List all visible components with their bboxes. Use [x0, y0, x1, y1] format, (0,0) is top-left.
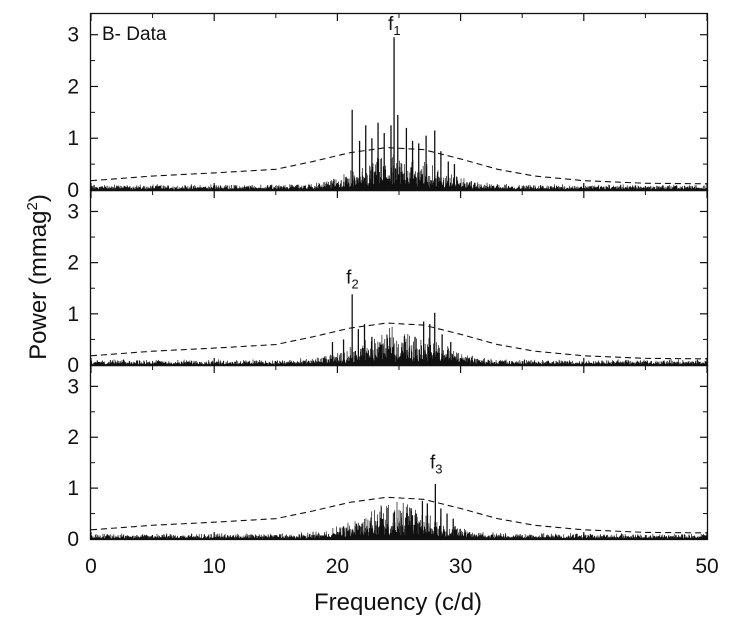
- panel-1-spectrum: [91, 153, 708, 190]
- series-layer: [90, 37, 708, 539]
- panel-1-significance-line: [90, 146, 708, 185]
- xtick-label: 0: [85, 555, 97, 578]
- panel-3-ytick-label: 1: [67, 477, 79, 500]
- xtick-label: 40: [572, 555, 595, 578]
- y-axis-title-sup: 2: [24, 202, 41, 210]
- ticks-layer: [90, 14, 708, 540]
- panel-2-ytick-label: 3: [67, 200, 79, 223]
- panel-3-frame: [89, 364, 709, 541]
- y-axis-title-close: ): [25, 194, 52, 202]
- peak-label-f3: f3: [430, 452, 443, 476]
- xtick-label: 50: [695, 555, 718, 578]
- panel-1-ytick-label: 1: [67, 127, 79, 150]
- panel-2-ytick-label: 2: [67, 252, 79, 275]
- panel-3-spectrum: [91, 501, 708, 539]
- panel-2-spectrum: [91, 326, 708, 365]
- panel-1-ytick-label: 2: [67, 75, 79, 98]
- panel-2-ytick-label: 0: [67, 354, 79, 377]
- panel-1-frame: [89, 12, 709, 192]
- panel-3-ytick-label: 0: [67, 528, 79, 551]
- x-axis-title: Frequency (c/d): [314, 589, 482, 616]
- xtick-label: 20: [326, 555, 349, 578]
- y-axis-title: Power (mmag2): [24, 194, 52, 360]
- panel-2-frame: [89, 189, 709, 367]
- xtick-label: 30: [449, 555, 472, 578]
- xtick-label: 10: [203, 555, 226, 578]
- panel-3-ytick-label: 3: [67, 375, 79, 398]
- panel-2-ytick-label: 1: [67, 303, 79, 326]
- panel-3-significance-line: [90, 496, 708, 534]
- panel-1-ytick-label: 0: [67, 179, 79, 202]
- panel-3-ytick-label: 2: [67, 426, 79, 449]
- peak-label-f2: f2: [346, 268, 359, 292]
- y-axis-title-main: Power (mmag: [25, 210, 52, 359]
- panel-1-ytick-label: 3: [67, 24, 79, 47]
- panel-2-significance-line: [90, 322, 708, 360]
- peak-label-f1: f1: [388, 14, 401, 38]
- labels-layer: 0 1 2 3 f1 0 1 2 3 f2 0 1 2 3 f3 0 10 20 30 40 50: [67, 14, 718, 578]
- panel-label: B- Data: [102, 24, 167, 45]
